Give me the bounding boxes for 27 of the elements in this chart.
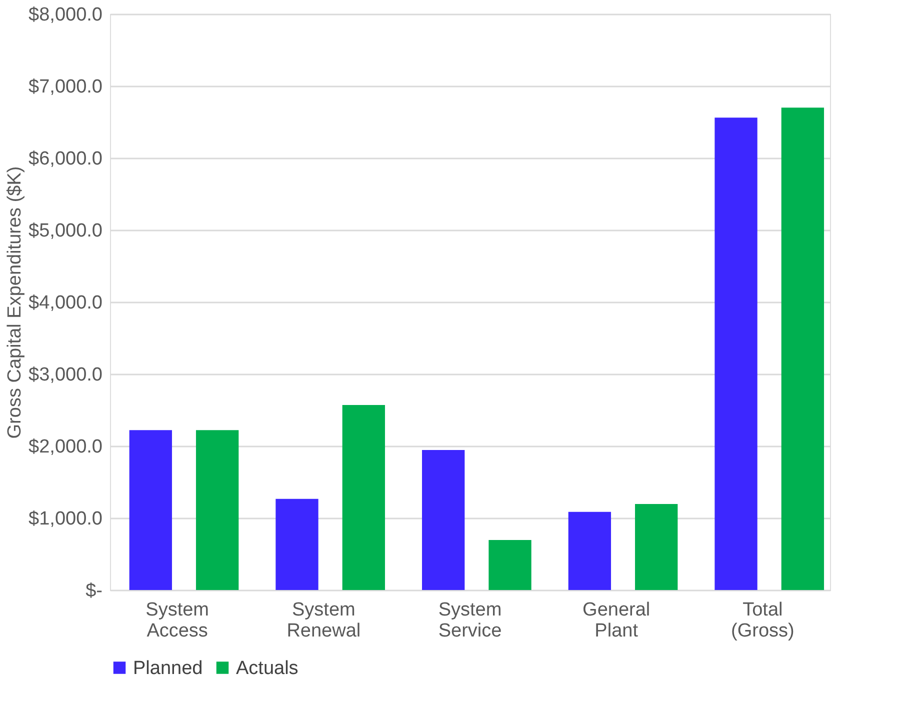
bar — [781, 108, 824, 590]
x-tick-label: System Renewal — [286, 600, 361, 642]
y-tick-label: $- — [86, 580, 102, 602]
bar — [422, 450, 465, 590]
y-tick-label: $7,000.0 — [28, 76, 102, 98]
y-axis-title: Gross Capital Expenditures ($K) — [4, 166, 26, 439]
legend-label: Actuals — [236, 658, 298, 679]
bar — [635, 504, 678, 590]
y-tick-label: $3,000.0 — [28, 364, 102, 386]
y-tick-label: $2,000.0 — [28, 436, 102, 458]
legend-label: Planned — [133, 658, 203, 679]
bar — [488, 540, 532, 590]
bar — [129, 430, 172, 590]
x-tick-label: General Plant — [582, 600, 650, 642]
bar — [276, 498, 318, 590]
bar — [714, 118, 758, 590]
y-tick-label: $8,000.0 — [28, 4, 102, 26]
x-tick-label: Total (Gross) — [731, 600, 794, 642]
x-tick-label: System Service — [438, 600, 502, 642]
y-tick-label: $1,000.0 — [28, 508, 102, 530]
bar — [196, 430, 239, 590]
x-tick-label: System Access — [146, 600, 209, 642]
y-tick-label: $5,000.0 — [28, 220, 102, 242]
y-tick-label: $4,000.0 — [28, 292, 102, 314]
y-tick-label: $6,000.0 — [28, 148, 102, 170]
bar — [342, 404, 385, 590]
bar — [568, 512, 612, 590]
